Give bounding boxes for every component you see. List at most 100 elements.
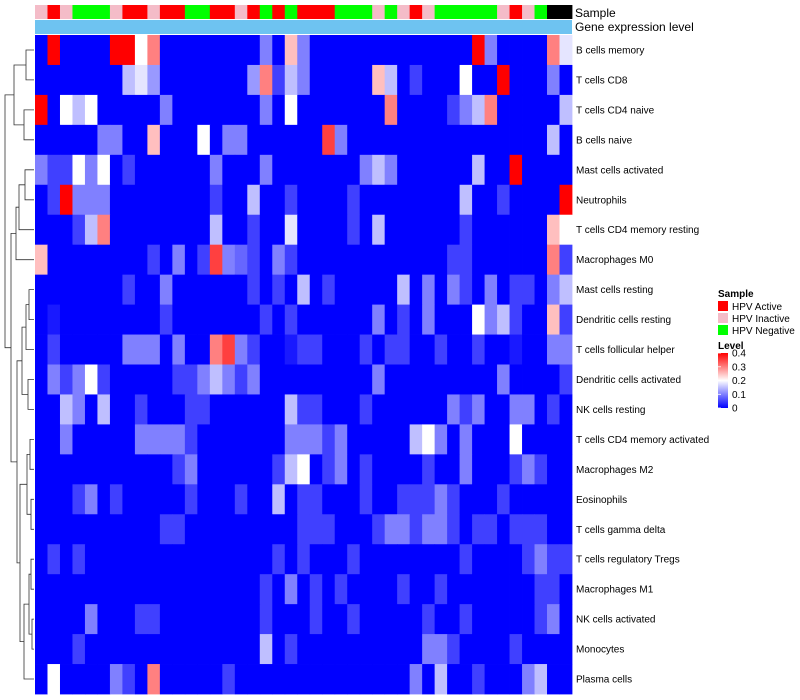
heatmap-cell bbox=[222, 424, 236, 455]
heatmap-cell bbox=[484, 634, 498, 665]
heatmap-cell bbox=[509, 304, 523, 335]
heatmap-cell bbox=[472, 544, 485, 575]
heatmap-cell bbox=[397, 154, 411, 186]
heatmap-cell bbox=[397, 664, 411, 695]
heatmap-cell bbox=[72, 424, 86, 455]
heatmap-cell bbox=[147, 154, 161, 186]
heatmap-cell bbox=[72, 604, 86, 635]
heatmap-cell bbox=[334, 544, 348, 575]
heatmap-cell bbox=[334, 184, 348, 216]
heatmap-cell bbox=[472, 244, 485, 276]
heatmap-cell bbox=[259, 574, 273, 605]
heatmap-cell bbox=[159, 484, 173, 515]
row-label: Monocytes bbox=[576, 645, 624, 656]
heatmap-cell bbox=[459, 364, 473, 395]
heatmap-cell bbox=[397, 214, 411, 246]
heatmap-cell bbox=[397, 514, 411, 545]
row-label: Dendritic cells activated bbox=[576, 375, 681, 386]
heatmap-cell bbox=[35, 94, 48, 126]
heatmap-cell bbox=[497, 604, 510, 635]
heatmap-cell bbox=[259, 35, 273, 66]
heatmap-cell bbox=[447, 484, 461, 515]
heatmap-cell bbox=[484, 334, 498, 365]
heatmap-cell bbox=[372, 35, 386, 66]
heatmap-cell bbox=[322, 454, 336, 485]
heatmap-cell bbox=[534, 334, 548, 365]
heatmap-cell bbox=[547, 124, 560, 156]
heatmap-cell bbox=[484, 214, 498, 246]
heatmap-cell bbox=[359, 364, 373, 395]
heatmap-cell bbox=[497, 154, 510, 186]
heatmap-cell bbox=[259, 274, 273, 305]
heatmap-cell bbox=[359, 184, 373, 216]
heatmap-cell bbox=[109, 154, 123, 186]
dendrogram-branch bbox=[4, 94, 14, 349]
heatmap-cell bbox=[72, 154, 86, 186]
heatmap-cell bbox=[234, 94, 248, 126]
heatmap-cell bbox=[159, 244, 173, 276]
heatmap-cell bbox=[484, 64, 498, 96]
heatmap-cell bbox=[147, 604, 161, 635]
heatmap-cell bbox=[459, 214, 473, 246]
heatmap-cell bbox=[384, 274, 398, 305]
heatmap-cell bbox=[72, 664, 86, 695]
heatmap-cell bbox=[347, 364, 361, 395]
heatmap-cell bbox=[109, 304, 123, 335]
heatmap-cell bbox=[372, 364, 386, 395]
heatmap-cell bbox=[259, 364, 273, 395]
heatmap-cell bbox=[284, 35, 298, 66]
heatmap-cell bbox=[209, 424, 223, 455]
heatmap-cell bbox=[234, 364, 248, 395]
heatmap-cell bbox=[109, 574, 123, 605]
heatmap-cell bbox=[47, 544, 61, 575]
heatmap-cell bbox=[422, 274, 436, 305]
heatmap-cell bbox=[259, 184, 273, 216]
heatmap-cell bbox=[184, 514, 198, 545]
heatmap-cell bbox=[422, 604, 436, 635]
heatmap-cell bbox=[297, 454, 311, 485]
heatmap-cell bbox=[297, 244, 311, 276]
heatmap-cell bbox=[84, 664, 98, 695]
heatmap-cell bbox=[184, 454, 198, 485]
sample-group-cell bbox=[459, 5, 473, 19]
heatmap-cell bbox=[334, 304, 348, 335]
heatmap-cell bbox=[372, 664, 386, 695]
row-label: T cells CD4 memory resting bbox=[576, 225, 699, 236]
heatmap-cell bbox=[322, 334, 336, 365]
heatmap-cell bbox=[222, 64, 236, 96]
heatmap-cell bbox=[484, 94, 498, 126]
dendrogram-branch bbox=[18, 184, 34, 231]
heatmap-cell bbox=[384, 424, 398, 455]
heatmap-cell bbox=[422, 424, 436, 455]
heatmap-cell bbox=[309, 484, 323, 515]
heatmap-cell bbox=[234, 35, 248, 66]
heatmap-cell bbox=[134, 364, 148, 395]
heatmap-cell bbox=[72, 364, 86, 395]
heatmap-cell bbox=[247, 664, 261, 695]
heatmap-cell bbox=[497, 35, 510, 66]
heatmap-cell bbox=[47, 664, 61, 695]
heatmap-cell bbox=[147, 214, 161, 246]
heatmap-cell bbox=[522, 454, 535, 485]
heatmap-cell bbox=[159, 334, 173, 365]
heatmap-cell bbox=[409, 94, 423, 126]
heatmap-cell bbox=[84, 334, 98, 365]
heatmap-cell bbox=[47, 124, 61, 156]
heatmap-cell bbox=[297, 634, 311, 665]
heatmap-cell bbox=[322, 424, 336, 455]
heatmap-cell bbox=[409, 124, 423, 156]
sample-group-cell bbox=[209, 5, 223, 19]
heatmap-cell bbox=[35, 574, 48, 605]
heatmap-cell bbox=[97, 64, 111, 96]
heatmap-cell bbox=[84, 35, 98, 66]
heatmap-cell bbox=[147, 64, 161, 96]
heatmap-cell bbox=[222, 334, 236, 365]
heatmap-cell bbox=[309, 364, 323, 395]
heatmap-cell bbox=[372, 394, 386, 425]
heatmap-cell bbox=[334, 274, 348, 305]
heatmap-cell bbox=[547, 154, 560, 186]
heatmap-cell bbox=[172, 274, 186, 305]
heatmap-cell bbox=[509, 514, 523, 545]
heatmap-cell bbox=[247, 274, 261, 305]
sample-group-cell bbox=[47, 5, 61, 19]
